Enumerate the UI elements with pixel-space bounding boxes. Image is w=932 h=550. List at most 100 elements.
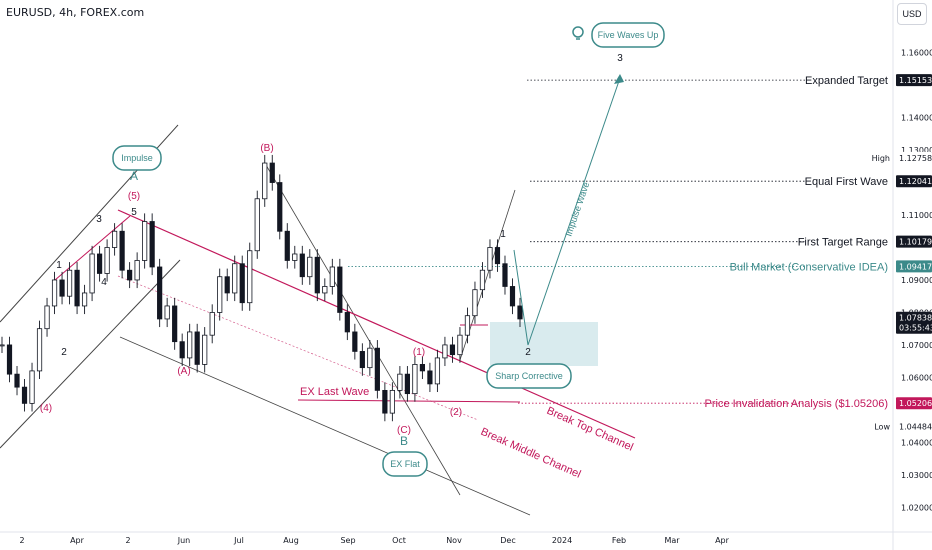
wave-label: 1: [56, 260, 62, 271]
x-tick-label: Feb: [612, 536, 626, 545]
wave-label: (5): [128, 191, 140, 202]
candle-body: [404, 373, 410, 395]
x-tick-label: Apr: [70, 536, 85, 545]
wave-label: 5: [131, 207, 137, 218]
wave-label: A: [130, 169, 138, 183]
wave-label: (A): [177, 366, 190, 377]
level-label: Equal First Wave: [805, 176, 888, 188]
x-tick-label: Jun: [177, 536, 191, 545]
x-tick-label: Dec: [500, 536, 515, 545]
break-middle-channel-line: [117, 275, 479, 421]
candle-body: [66, 269, 73, 297]
candle-body: [442, 344, 448, 359]
price-label-box: [896, 151, 932, 164]
candle-body: [472, 289, 478, 317]
price-label: 03:55:43: [899, 324, 932, 333]
y-tick-label: 1.16000: [901, 49, 932, 58]
candle-body: [96, 253, 103, 274]
y-tick-label: 1.11000: [901, 211, 932, 220]
candle-body: [81, 292, 88, 307]
level-label: Price Invalidation Analysis ($1.05206): [705, 398, 888, 410]
impulse-channel-lower: [0, 259, 181, 449]
x-tick-label: Sep: [340, 536, 355, 545]
candle-body: [254, 198, 260, 252]
x-tick-label: Nov: [446, 536, 462, 545]
x-tick-label: Jul: [233, 536, 244, 545]
y-tick-label: 1.13000: [901, 146, 932, 155]
x-tick-label: Apr: [715, 536, 730, 545]
wave-label: (C): [397, 425, 411, 436]
projection-path: [513, 77, 621, 346]
y-tick-label: 1.14000: [901, 114, 932, 123]
wave-label: (4): [40, 403, 52, 414]
level-label: Bull Market (Conservative IDEA): [730, 261, 888, 273]
price-label: 1.12758: [899, 154, 932, 163]
wave-label: 3: [96, 214, 102, 225]
candle-body: [29, 370, 35, 404]
candle-body: [382, 389, 388, 414]
callout-label: Sharp Corrective: [495, 371, 563, 381]
candle-body: [397, 373, 403, 391]
candle-body: [277, 182, 283, 232]
wave-label: 1: [500, 229, 506, 240]
candle-body: [457, 334, 463, 356]
candle-body: [352, 331, 358, 352]
candle-body: [74, 269, 80, 307]
x-tick-label: 2: [125, 536, 130, 545]
candle-body: [239, 263, 245, 304]
candle-body: [172, 305, 178, 343]
price-label-box: [896, 74, 932, 87]
candle-body: [344, 312, 350, 333]
chart-title: EURUSD, 4h, FOREX.com: [6, 6, 145, 19]
candle-body: [44, 305, 50, 330]
price-label: 1.04484: [899, 423, 932, 432]
price-label-box: [896, 420, 932, 433]
callout-label: Impulse: [121, 153, 153, 163]
candle-body: [337, 266, 343, 313]
wave-label: 3: [617, 53, 623, 64]
candle-body: [119, 230, 125, 271]
diagonal-text-break-top: Break Top Channel: [545, 405, 635, 454]
candle-body: [284, 230, 290, 261]
candle-body: [359, 351, 365, 369]
callout-label: EX Flat: [390, 459, 420, 469]
price-label: 1.10179: [899, 238, 932, 247]
candle-body: [412, 364, 418, 395]
candle-body: [127, 269, 133, 281]
y-tick-label: 1.03000: [901, 471, 932, 480]
y-tick-label: 1.09000: [901, 276, 932, 285]
wave-label: (1): [413, 347, 425, 358]
candle-body: [59, 279, 65, 297]
candle-body: [389, 389, 395, 414]
price-label-box: [896, 175, 932, 188]
candle-body: [479, 269, 486, 291]
correction-channel-bottom: [119, 336, 531, 516]
flat-channel-right: [265, 164, 461, 496]
price-label: 1.12041: [899, 177, 932, 186]
price-label: 1.05206: [899, 399, 932, 408]
x-tick-label: Mar: [664, 536, 680, 545]
y-tick-label: 1.06000: [901, 373, 932, 382]
candle-body: [449, 344, 456, 356]
candle-body: [502, 263, 508, 287]
wave-label: 2: [525, 347, 531, 358]
price-label-box: [896, 260, 932, 273]
candle-body: [314, 256, 320, 294]
candle-body: [134, 260, 140, 281]
candle-body: [104, 247, 110, 274]
price-label-box: [896, 397, 932, 410]
candle-body: [6, 344, 13, 375]
projection-arrowhead: [614, 74, 624, 84]
candle-body: [21, 386, 28, 404]
diagonal-text-impulse-wave: Impulse Wave: [563, 181, 591, 238]
price-label-box: [896, 321, 932, 334]
candle-body: [329, 266, 335, 287]
price-label: 1.07838: [899, 314, 932, 323]
candle-body: [487, 247, 493, 271]
currency-badge[interactable]: USD: [897, 3, 927, 25]
candle-body: [464, 315, 471, 336]
lightbulb-icon: [572, 26, 584, 38]
candle-body: [194, 331, 200, 365]
callout-label: Five Waves Up: [598, 30, 659, 40]
